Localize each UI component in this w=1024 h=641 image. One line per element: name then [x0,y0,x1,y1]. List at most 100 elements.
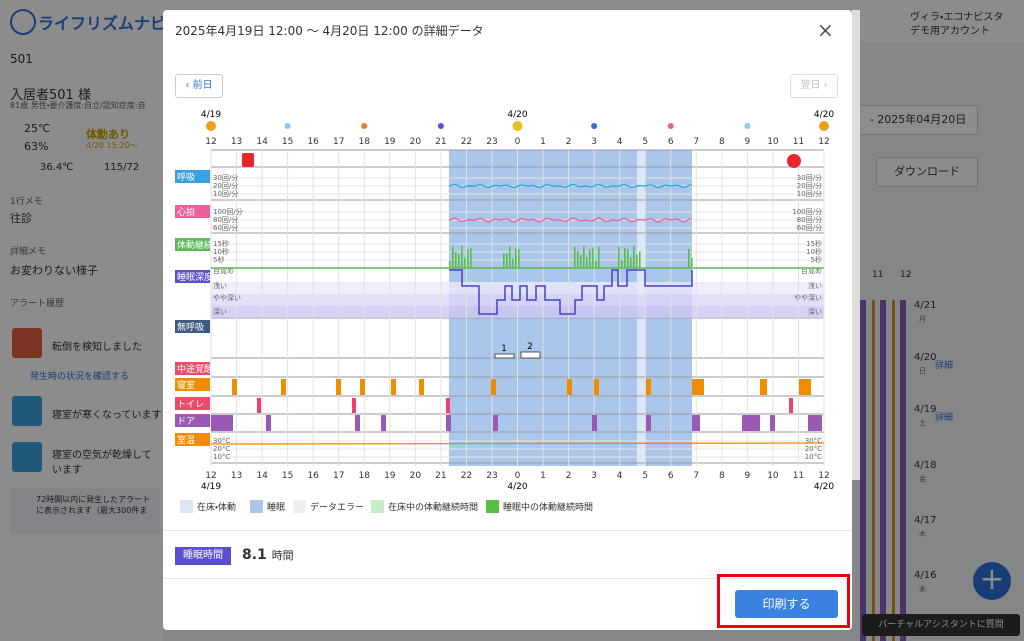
move-bar [592,247,594,268]
toilet-event [789,398,793,413]
hour-label: 6 [668,137,674,147]
print-button[interactable]: 印刷する [735,590,838,618]
hour-label: 12 [205,471,216,481]
row-label: ドア [177,417,195,427]
door-event [266,415,271,431]
alert-icon [12,396,42,426]
hour-label: 0 [515,471,521,481]
date-item: 4/17 [914,515,937,526]
user[interactable]: ヴィラ・エコナビスタ [910,12,1004,23]
scale-label: 30回/分 [213,173,238,182]
date-item: 4/21 [914,300,937,311]
hour-label: 16 [307,137,319,147]
scale-label: 20°C [805,445,822,453]
calendar-bars [860,300,910,641]
sleep-depth-line [449,269,693,315]
download[interactable]: ダウンロード [876,157,978,187]
next-button[interactable]: 翌日 › [790,74,838,98]
hour-label: 16 [307,471,319,481]
hour-label: 12 [818,471,829,481]
row-label: 中途覚醒 [177,363,213,375]
room-event [491,379,496,395]
account[interactable]: デモ用アカウント [910,26,990,37]
hour-label: 5 [642,471,648,481]
move-bar [691,257,693,268]
date-range[interactable]: - 2025年04月20日 [858,105,978,135]
close-button[interactable]: × [817,18,834,42]
sleep-value: 8.1 時間 [242,547,294,563]
hour-label: 20 [410,137,422,147]
hour-label: 8 [719,137,725,147]
scale-label: やや深い [794,293,822,302]
room-event [692,379,704,395]
prev-button[interactable]: ‹ 前日 [175,74,223,98]
apnea-label: 2 [527,342,533,352]
add-button[interactable]: + [973,562,1011,600]
hour-label: 3 [591,137,597,147]
hour-label: 10 [767,137,779,147]
room-event [799,379,811,395]
hour-label: 4 [617,471,623,481]
hour-label: 18 [359,471,371,481]
date-item[interactable]: 詳細 [935,413,954,423]
row-label-bg [175,414,210,427]
hour-label: 11 [793,137,804,147]
row-label-bg [175,170,210,183]
alert-link[interactable]: 発生時の状況を確認する [30,372,130,382]
scale-label: 20°C [213,445,230,453]
hour-label: 19 [384,137,396,147]
move-bar [455,252,457,268]
room-event [646,379,651,395]
door-event [770,415,775,431]
hour-label: 14 [256,137,268,147]
date-item: 4/16 [914,570,937,581]
door-event [355,415,360,431]
alert[interactable]: 寝室が寒くなっています [52,410,162,421]
hour-label: 15 [282,137,293,147]
apnea-box [520,351,541,359]
scale-label: 20回/分 [213,181,238,190]
time-icon [744,123,751,129]
room-event [391,379,396,395]
body-temp: 36.4℃ [40,162,74,173]
alert[interactable]: 転倒を検知しました [52,342,142,353]
wheelchair-icon [787,154,801,168]
status: 体動あり [86,128,130,141]
sleep-number: 8.1 [242,547,267,563]
hour: 11 [872,270,884,280]
prev-label[interactable]: 前日 [192,80,213,91]
hour-label: 14 [256,471,268,481]
row-label-bg [175,320,210,333]
assistant[interactable]: バーチャルアシスタントに質問 [862,614,1020,636]
scale-label: 深い [808,307,822,316]
row-label-bg [175,238,210,251]
sleep-unit: 時間 [271,549,294,562]
alert[interactable]: 寝室の空気が乾燥しています [52,450,152,476]
scale-label: 10秒 [806,247,822,256]
legend-label: 在床・体動 [197,501,236,513]
row-label: 体動継続 [177,239,213,251]
date-item[interactable]: 詳細 [935,361,954,371]
date-item: 4/18 [914,460,937,471]
date-label: 4/20 [507,110,527,120]
status-time: 4/20 15:20～ [86,141,138,150]
next-label[interactable]: 翌日 [800,80,821,91]
logo-icon [10,9,36,35]
move-bar [618,246,620,268]
row-label-bg [175,362,210,375]
move-bar [580,254,582,268]
toilet-event [446,398,450,413]
scale-label: 10°C [805,453,822,461]
row-label-bg [175,205,210,218]
legend-label: 睡眠中の体動継続時間 [503,501,593,513]
scale-label: 浅い [213,281,227,290]
move-bar [458,254,460,268]
move-bar [621,260,623,268]
time-icon [667,123,674,129]
room-event [419,379,424,395]
date-item: 日 [919,367,926,375]
move-bar [509,246,511,268]
heart-line [448,217,693,223]
row-label: 呼吸 [177,172,195,183]
